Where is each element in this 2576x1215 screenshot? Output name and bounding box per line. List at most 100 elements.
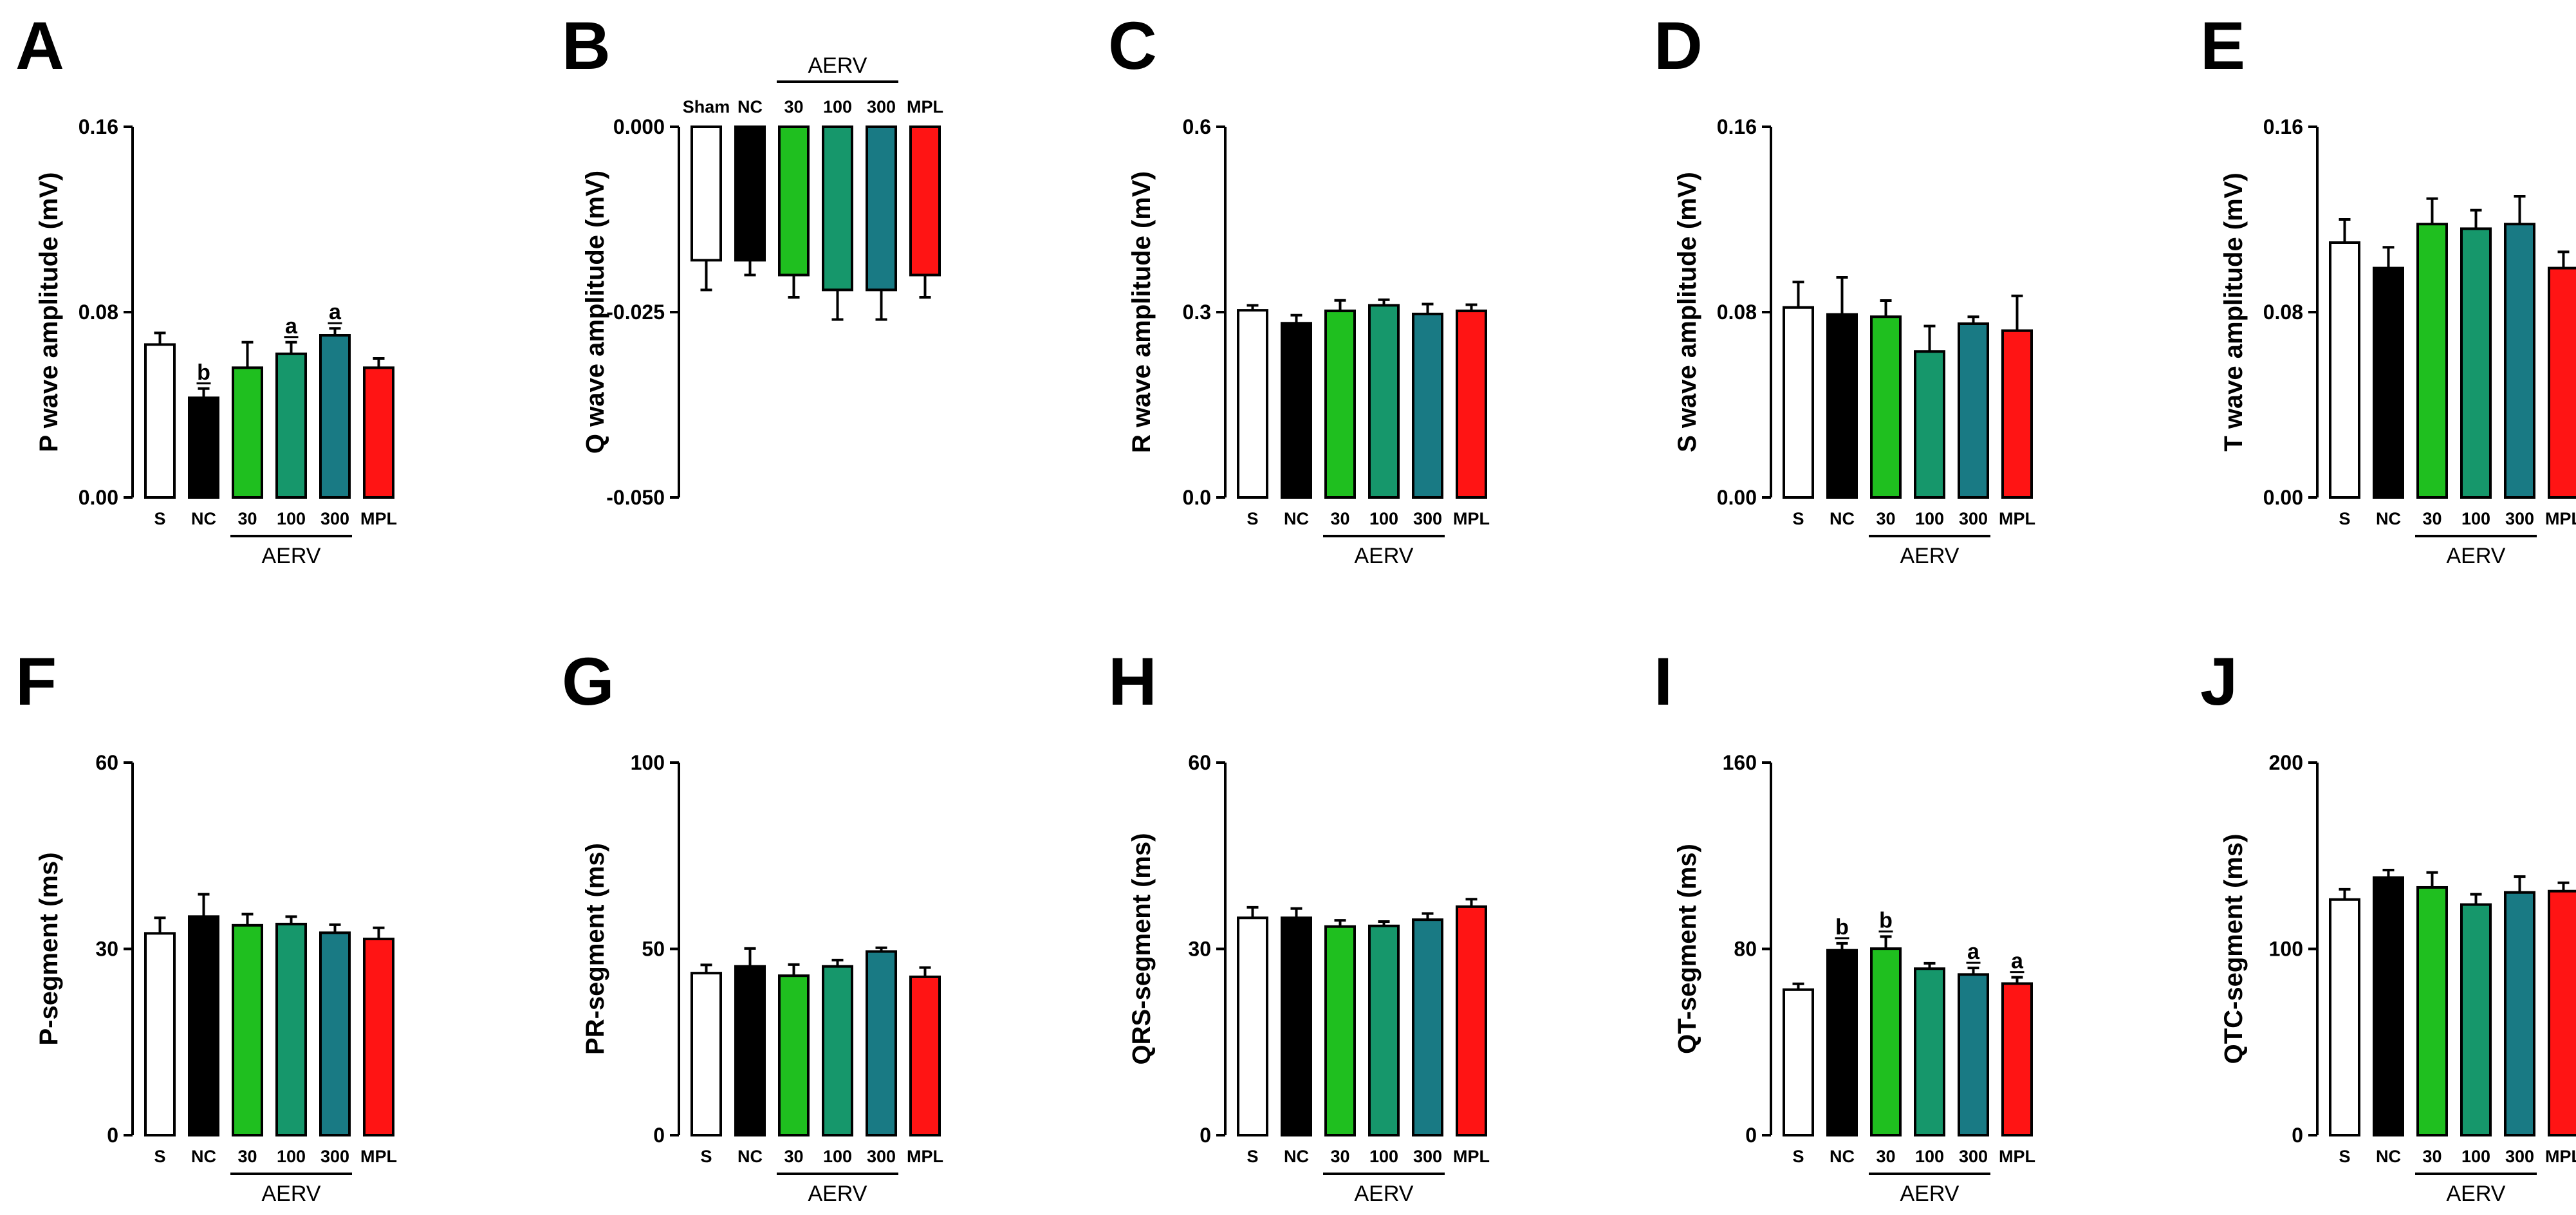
y-tick-label: 0.08 — [2263, 301, 2303, 324]
bar-mpl — [2001, 329, 2033, 499]
bar-mpl — [363, 938, 394, 1137]
bar-100 — [275, 352, 307, 499]
bar-nc — [1281, 916, 1312, 1136]
x-tick-label: NC — [1284, 1147, 1309, 1166]
x-tick-label: 100 — [2461, 1147, 2490, 1166]
y-tick-label: 0.16 — [2263, 115, 2303, 138]
x-tick-label: 30 — [784, 1147, 803, 1166]
x-tick-label: S — [700, 1147, 712, 1166]
bar-s — [2329, 898, 2360, 1136]
y-tick-label: -0.025 — [606, 301, 665, 324]
group-label: AERV — [1355, 544, 1414, 568]
bar-mpl — [1456, 310, 1487, 499]
y-axis-label: Q wave amplitude (mV) — [581, 171, 609, 454]
bar-nc — [1281, 322, 1312, 499]
y-tick-label: 0 — [107, 1124, 118, 1147]
bar-30 — [232, 366, 263, 499]
bar-nc — [734, 965, 766, 1136]
bar-300 — [2504, 891, 2535, 1136]
bar-s — [690, 972, 722, 1137]
significance-label: a — [1967, 940, 1980, 964]
y-axis-label: P wave amplitude (mV) — [35, 172, 63, 452]
bar-100 — [1368, 304, 1400, 499]
y-tick-label: 0 — [1745, 1124, 1757, 1147]
y-tick-label: 0.08 — [79, 301, 118, 324]
x-tick-label: 300 — [1959, 509, 1988, 528]
bar-30 — [778, 125, 810, 277]
bar-30 — [2416, 223, 2448, 499]
significance-label: a — [329, 300, 342, 324]
x-tick-label: NC — [1284, 509, 1309, 528]
x-tick-label: 300 — [1413, 509, 1442, 528]
x-tick-label: NC — [737, 97, 763, 116]
bar-nc — [2373, 266, 2404, 499]
x-tick-label: S — [154, 1147, 165, 1166]
y-tick-label: 0.00 — [2263, 486, 2303, 509]
bar-300 — [1958, 973, 1989, 1137]
x-tick-label: 30 — [1876, 1147, 1895, 1166]
y-tick-label: 0.3 — [1183, 301, 1211, 324]
x-tick-label: MPL — [1453, 1147, 1490, 1166]
x-tick-label: 30 — [2422, 1147, 2442, 1166]
significance-label: a — [285, 314, 298, 339]
bar-s — [1237, 916, 1268, 1136]
bar-300 — [1958, 322, 1989, 499]
significance-label: a — [2011, 949, 2024, 974]
bar-mpl — [2548, 889, 2576, 1136]
panel-b: B Q wave amplitude (mV) 0.000 -0.025 -0.050 S… — [562, 8, 943, 509]
panel-letter: E — [2200, 8, 2245, 84]
group-label: AERV — [2447, 544, 2506, 568]
x-tick-label: 100 — [277, 509, 306, 528]
x-tick-label: 300 — [867, 97, 896, 116]
x-tick-label: 300 — [2505, 1147, 2534, 1166]
bar-30 — [1870, 947, 1902, 1137]
bar-s — [144, 343, 176, 499]
panel-letter: I — [1654, 644, 1673, 719]
x-tick-label: NC — [1830, 1147, 1855, 1166]
x-tick-label: NC — [737, 1147, 763, 1166]
x-tick-label: 100 — [1369, 509, 1398, 528]
bar-300 — [1412, 312, 1443, 499]
panel-c: C R wave amplitude (mV) 0.0 0.3 0.6 S NC 30 100 3… — [1108, 8, 1490, 568]
y-axis-label: PR-segment (ms) — [581, 843, 609, 1055]
x-tick-label: MPL — [2545, 1147, 2576, 1166]
y-tick-label: 100 — [2269, 938, 2303, 961]
y-tick-label: 60 — [95, 751, 118, 774]
x-tick-label: MPL — [360, 509, 397, 528]
y-tick-label: 80 — [1734, 938, 1757, 961]
y-tick-label: 0.6 — [1183, 115, 1211, 138]
x-tick-label: S — [2339, 509, 2350, 528]
x-tick-label: NC — [1830, 509, 1855, 528]
x-tick-label: 100 — [1915, 1147, 1944, 1166]
bar-30 — [2416, 886, 2448, 1136]
bar-nc — [1826, 949, 1858, 1136]
group-label: AERV — [1900, 544, 1960, 568]
y-tick-label: 0.00 — [1717, 486, 1757, 509]
panel-letter: D — [1654, 8, 1703, 84]
x-tick-label: S — [1792, 1147, 1804, 1166]
x-tick-label: 30 — [2422, 509, 2442, 528]
panel-f: F P-segment (ms) 0 30 60 S NC 30 100 300 MPL AERV — [15, 644, 397, 1206]
x-tick-label: 300 — [1413, 1147, 1442, 1166]
bar-mpl — [2001, 982, 2033, 1137]
x-tick-label: S — [1246, 1147, 1258, 1166]
panel-e: E T wave amplitude (mV) 0.00 0.08 0.16 S NC 30 1… — [2200, 8, 2576, 568]
y-axis-label: T wave amplitude (mV) — [2219, 172, 2248, 451]
bar-100 — [1914, 350, 1945, 499]
x-tick-label: 100 — [1369, 1147, 1398, 1166]
bar-100 — [822, 125, 853, 292]
y-axis-label: QRS-segment (ms) — [1127, 833, 1156, 1064]
panel-letter: C — [1108, 8, 1157, 84]
y-tick-label: 0.0 — [1183, 486, 1211, 509]
y-axis-label: QTC-segment (ms) — [2219, 834, 2248, 1064]
group-label: AERV — [1355, 1182, 1414, 1206]
x-tick-label: NC — [2376, 1147, 2401, 1166]
x-tick-label: 30 — [1876, 509, 1895, 528]
group-label: AERV — [808, 53, 867, 78]
bar-mpl — [363, 366, 394, 499]
y-tick-label: 0.16 — [1717, 115, 1757, 138]
panel-letter: J — [2200, 644, 2238, 719]
x-tick-label: S — [1246, 509, 1258, 528]
y-tick-label: 60 — [1188, 751, 1211, 774]
